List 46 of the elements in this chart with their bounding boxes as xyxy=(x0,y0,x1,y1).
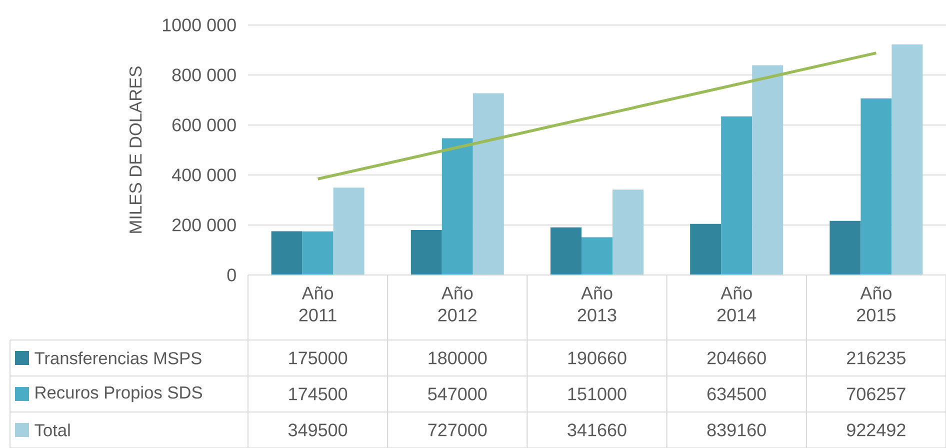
data-label: 174500 xyxy=(289,388,348,400)
bar xyxy=(690,224,722,275)
data-label: 204660 xyxy=(707,352,766,364)
data-label: 216235 xyxy=(847,352,906,364)
data-label: 706257 xyxy=(847,388,906,400)
bar xyxy=(830,220,861,275)
bar xyxy=(752,65,784,275)
data-label: 180000 xyxy=(428,352,487,364)
bar xyxy=(442,138,473,275)
data-label: 190660 xyxy=(568,352,626,364)
x-tick-label: Año 2015 xyxy=(857,286,896,322)
legend-label: Total xyxy=(34,424,70,436)
y-tick-label: 1000 000 xyxy=(162,18,236,32)
y-axis-title: MILES DE DOLARES xyxy=(129,66,142,233)
data-label: 727000 xyxy=(428,424,487,436)
y-tick-label: 200 000 xyxy=(172,218,236,232)
data-label: 634500 xyxy=(707,388,766,400)
x-tick-label: Año 2014 xyxy=(717,286,756,322)
bar xyxy=(333,188,364,275)
y-tick-label: 800 000 xyxy=(172,68,236,82)
data-label: 839160 xyxy=(707,424,766,436)
bar xyxy=(550,227,582,275)
bar xyxy=(860,98,892,275)
bar xyxy=(582,237,612,275)
legend-label: Transferencias MSPS xyxy=(34,352,202,364)
bar xyxy=(302,231,334,275)
data-label: 349500 xyxy=(288,424,348,436)
data-label: 151000 xyxy=(568,388,626,400)
x-tick-label: Año 2011 xyxy=(299,286,336,322)
line-series xyxy=(316,52,878,180)
y-tick-label: 600 000 xyxy=(172,118,236,132)
data-label: 547000 xyxy=(428,388,487,400)
x-tick-label: Año 2012 xyxy=(438,286,477,322)
legend-label: Recuros Propios SDS xyxy=(36,386,202,402)
bar xyxy=(892,44,923,275)
bar xyxy=(410,230,442,275)
bar xyxy=(612,190,644,275)
y-tick-label: 0 xyxy=(227,268,236,282)
bar xyxy=(472,93,504,275)
x-tick-label: Año 2013 xyxy=(578,286,616,322)
y-tick-label: 400 000 xyxy=(172,168,236,182)
data-label: 341660 xyxy=(568,424,626,436)
bar xyxy=(271,231,302,275)
bar xyxy=(721,116,752,275)
data-label: 922492 xyxy=(847,424,906,436)
data-label: 175000 xyxy=(289,352,348,364)
